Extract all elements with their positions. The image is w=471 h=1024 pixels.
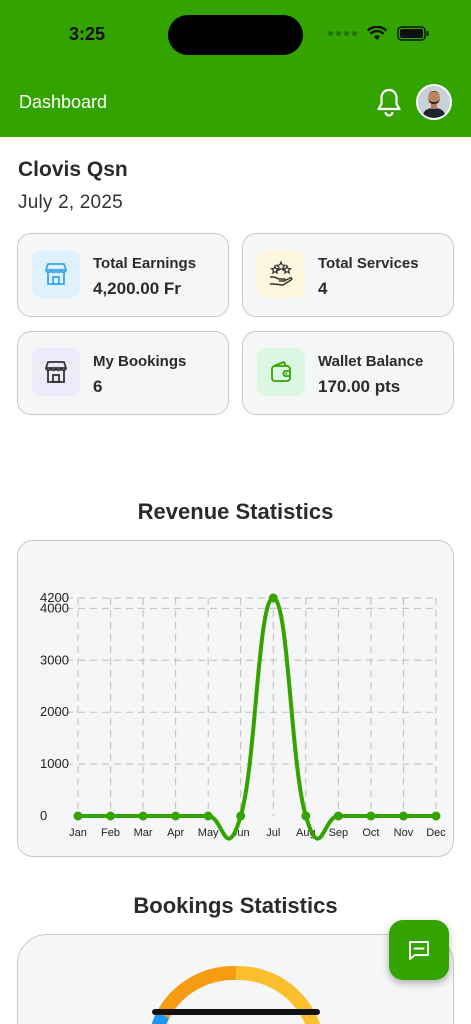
data-point[interactable] [333,811,343,821]
card-label: My Bookings [93,353,187,370]
y-tick-label: 3000 [40,652,69,667]
data-point[interactable] [398,811,408,821]
y-tick-label: 4000 [40,600,69,615]
revenue-chart-panel: 0 1000 2000 3000 4000 4200 Jan Feb Mar Apr May Jun J… [17,540,454,857]
x-tick-label: Dec [426,827,446,839]
dynamic-island [168,15,303,55]
chat-icon [409,941,429,960]
wallet-balance-card[interactable]: Wallet Balance 170.00 pts [242,331,454,415]
card-value: 170.00 pts [318,377,401,396]
bookings-section-title: Bookings Statistics [133,893,338,918]
data-point[interactable] [268,593,278,603]
donut-segment-orange [156,965,237,1019]
x-tick-label: Sep [329,827,349,839]
x-tick-label: Mar [134,827,153,839]
status-time: 3:25 [69,24,106,44]
page-title: Dashboard [19,92,108,112]
y-tick-label: 4200 [40,590,69,605]
notification-bell-icon[interactable] [374,87,404,117]
my-bookings-card[interactable]: My Bookings 6 [17,331,229,415]
battery-icon [397,26,429,41]
x-tick-label: Feb [101,827,120,839]
home-indicator [152,1009,320,1015]
data-point[interactable] [301,811,311,821]
wifi-icon [367,26,387,40]
y-tick-label: 2000 [40,704,69,719]
revenue-series-line [77,596,436,841]
user-name: Clovis Qsn [18,158,128,181]
wallet-icon [257,348,305,396]
card-label: Wallet Balance [318,353,424,370]
x-tick-label: Nov [394,827,414,839]
y-tick-label: 0 [40,808,47,823]
card-value: 6 [93,377,103,396]
donut-segment-blue [151,1011,170,1024]
hand-stars-icon [257,250,305,298]
data-point[interactable] [236,811,246,821]
revenue-section-title: Revenue Statistics [137,499,334,524]
data-point[interactable] [171,811,181,821]
x-tick-label: Oct [362,827,379,839]
y-tick-label: 1000 [40,756,69,771]
card-value: 4 [318,279,328,298]
total-services-card[interactable]: Total Services 4 [242,233,454,317]
data-point[interactable] [106,811,116,821]
data-point[interactable] [366,811,376,821]
store-icon [32,250,80,298]
x-tick-label: Jan [69,827,87,839]
data-point[interactable] [431,811,441,821]
app-header: 3:25 Dashboard [0,0,471,137]
donut-segment-yellow [235,965,321,1024]
bookings-donut-chart [151,965,321,1024]
card-label: Total Earnings [93,255,197,272]
avatar[interactable] [416,84,452,120]
current-date: July 2, 2025 [18,192,123,213]
chat-button[interactable] [389,920,449,980]
card-label: Total Services [318,255,419,272]
x-tick-label: Jul [266,827,280,839]
total-earnings-card[interactable]: Total Earnings 4,200.00 Fr [17,233,229,317]
status-icons [328,26,429,41]
signal-icon [328,31,357,36]
data-point[interactable] [73,811,83,821]
data-point[interactable] [138,811,148,821]
avatar-image [418,86,450,118]
data-point[interactable] [203,811,213,821]
x-tick-label: May [198,827,219,839]
card-value: 4,200.00 Fr [93,279,181,298]
x-tick-label: Apr [167,827,184,839]
shop-icon [32,348,80,396]
